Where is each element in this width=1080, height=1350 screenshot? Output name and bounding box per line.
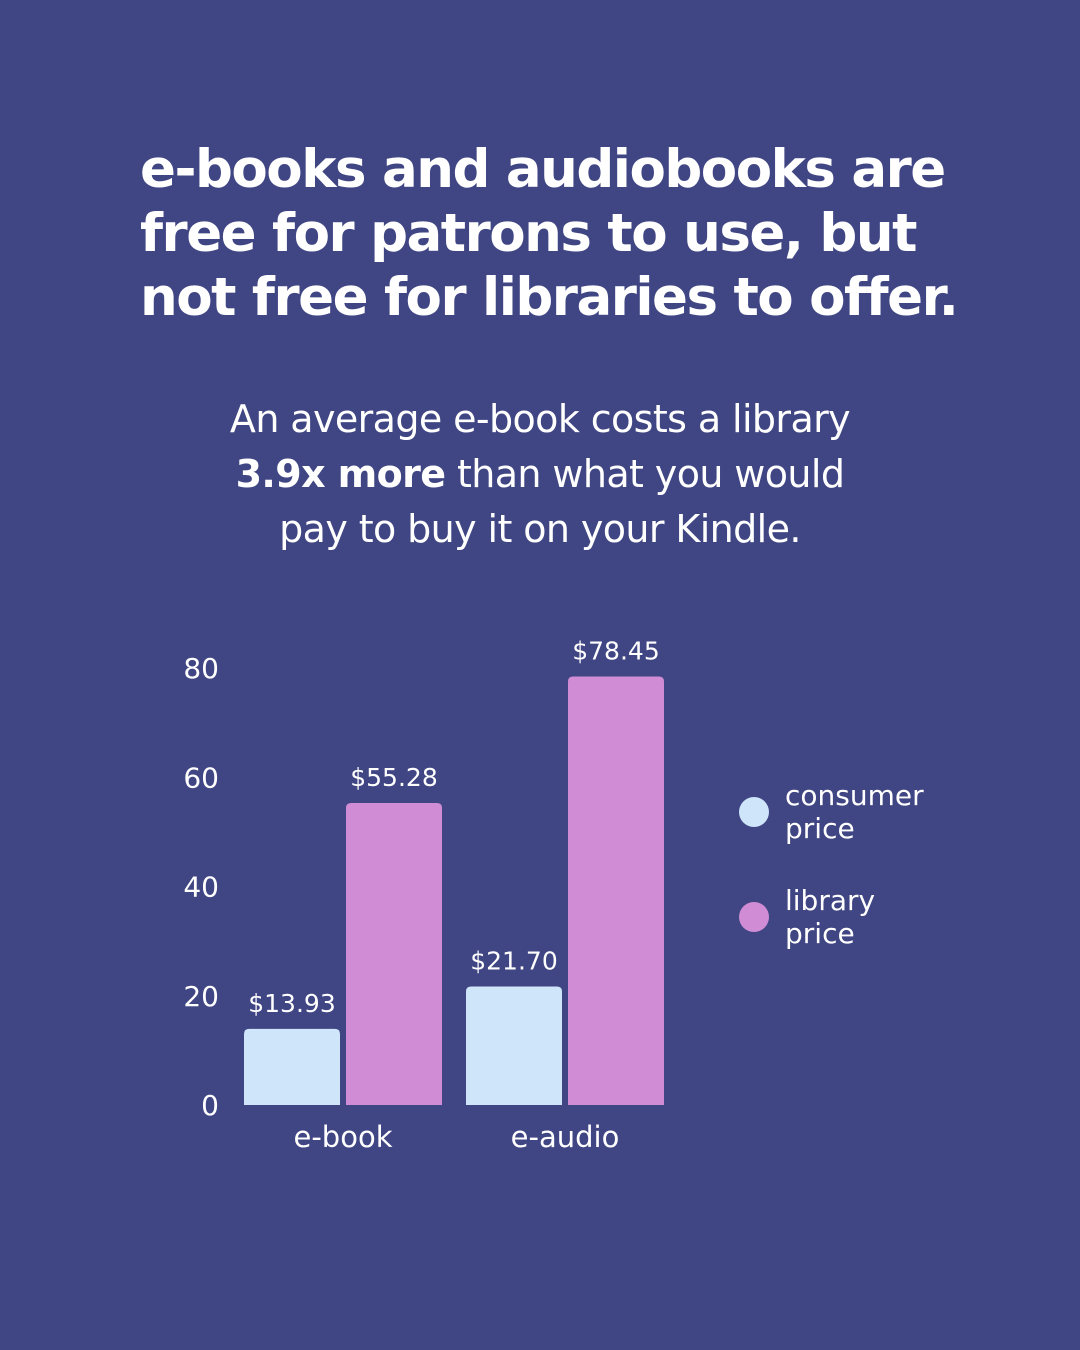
data-label-e-book-library: $55.28 (350, 763, 437, 792)
bar-e-book-library (346, 803, 442, 1105)
x-tick-label-e-book: e-book (294, 1120, 393, 1154)
subheading-line-3: pay to buy it on your Kindle. (279, 507, 801, 551)
headline: e-books and audiobooks are free for patr… (140, 138, 1000, 330)
y-tick-label-80: 80 (183, 652, 219, 685)
legend-label-consumer-line-2: price (785, 812, 855, 845)
subheading: An average e-book costs a library 3.9x m… (0, 392, 1080, 557)
data-label-e-audio-library: $78.45 (572, 636, 659, 665)
y-tick-label-40: 40 (183, 871, 219, 904)
legend-label-library-line-1: library (785, 884, 875, 917)
subheading-line-1: An average e-book costs a library (229, 397, 851, 441)
bar-e-audio-consumer (466, 986, 562, 1105)
bar-e-book-consumer (244, 1028, 340, 1105)
data-label-e-book-consumer: $13.93 (248, 989, 335, 1018)
legend-swatch-consumer (739, 797, 769, 827)
bar-e-audio-library (568, 676, 664, 1105)
y-tick-label-0: 0 (201, 1089, 219, 1122)
subheading-line-2-rest: than what you would (445, 452, 845, 496)
headline-line-3: not free for libraries to offer. (140, 267, 959, 328)
subheading-line-2: 3.9x more than what you would (0, 447, 1080, 502)
legend-label-library-line-2: price (785, 917, 855, 950)
y-tick-label-20: 20 (183, 980, 219, 1013)
legend-swatch-library (739, 902, 769, 932)
subheading-emphasis: 3.9x more (235, 452, 446, 496)
headline-line-2: free for patrons to use, but (140, 203, 917, 264)
headline-line-1: e-books and audiobooks are (140, 139, 946, 200)
data-label-e-audio-consumer: $21.70 (470, 946, 557, 975)
y-tick-label-60: 60 (183, 761, 219, 794)
legend-label-consumer-line-1: consumer (785, 779, 924, 812)
x-tick-label-e-audio: e-audio (511, 1120, 620, 1154)
